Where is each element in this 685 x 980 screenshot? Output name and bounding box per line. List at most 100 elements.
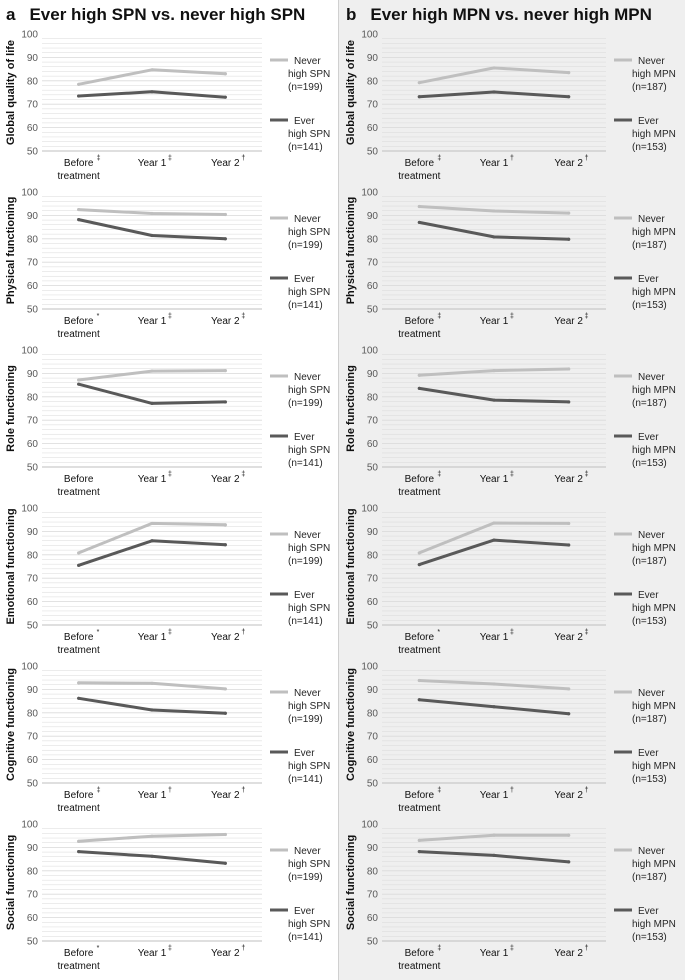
chart-b-5-ytick: 50 <box>367 779 379 790</box>
chart-a-1-xtick: Year 1 <box>138 158 167 169</box>
chart-b-1-point-never <box>567 71 571 75</box>
chart-b-3-ylabel: Role functioning <box>345 365 357 452</box>
chart-b-2-ylabel: Physical functioning <box>345 197 357 305</box>
chart-b-2-legend-label-ever: Ever <box>638 274 659 285</box>
chart-a-6-xtick: Year 2 <box>211 948 240 959</box>
chart-b-1-point-ever <box>492 90 496 94</box>
chart-b-3-point-ever <box>492 398 496 402</box>
chart-a-5-point-never <box>223 687 227 691</box>
chart-b-2-point-ever <box>492 235 496 239</box>
chart-a-5-ytick: 100 <box>21 662 38 673</box>
chart-a-4-point-never <box>77 551 81 555</box>
chart-a-1-xtick-treatment: treatment <box>58 171 100 182</box>
chart-a-3-legend-label-ever: (n=141) <box>288 458 323 469</box>
chart-b-1-ytick: 100 <box>361 30 378 41</box>
chart-a-2-xtick-before: Before <box>64 316 94 327</box>
chart-a-4-legend-label-ever: high SPN <box>288 603 330 614</box>
chart-a-1-point-never <box>77 82 81 86</box>
chart-b-4-point-ever <box>492 538 496 542</box>
chart-a-5-significance-marker: ‡ <box>97 787 101 794</box>
chart-b-2-ytick: 90 <box>367 211 379 222</box>
chart-b-6-point-never <box>492 833 496 837</box>
chart-b-5-ytick: 90 <box>367 685 379 696</box>
chart-b-1-significance-marker: ‡ <box>437 155 441 162</box>
chart-b-5-xtick: Year 2 <box>554 790 583 801</box>
chart-b-4-significance-marker: ‡ <box>510 629 514 636</box>
chart-b-5-point-never <box>567 687 571 691</box>
chart-b-2-xtick-before: Before <box>405 316 435 327</box>
chart-b-2-point-ever <box>567 237 571 241</box>
chart-b-2-legend-label-ever: high MPN <box>632 287 676 298</box>
chart-a-2-legend-label-never: (n=199) <box>288 240 323 251</box>
chart-a-6-ytick: 80 <box>27 866 39 877</box>
chart-b-3-xtick-before: Before <box>405 474 435 485</box>
chart-b-1-legend-label-ever: high MPN <box>632 129 676 140</box>
chart-b-2-legend-label-never: (n=187) <box>632 240 667 251</box>
chart-a-2-xtick-treatment: treatment <box>58 329 100 340</box>
chart-b-2-ytick: 100 <box>361 188 378 199</box>
chart-b-2-point-never <box>567 211 571 215</box>
chart-a-1-legend-label-ever: high SPN <box>288 129 330 140</box>
chart-b-6-legend-label-never: high MPN <box>632 859 676 870</box>
chart-a-5-ytick: 80 <box>27 708 39 719</box>
chart-a-2-point-ever <box>223 237 227 241</box>
chart-a-5-ytick: 50 <box>27 779 39 790</box>
chart-a-3-ytick: 80 <box>27 392 39 403</box>
chart-b-2-ytick: 70 <box>367 258 379 269</box>
chart-a-4-significance-marker: † <box>241 629 245 636</box>
chart-b-4-point-never <box>417 551 421 555</box>
chart-a-2-legend-label-never: Never <box>294 214 321 225</box>
chart-a-1-ytick: 90 <box>27 53 39 64</box>
chart-b-1-legend-label-never: Never <box>638 56 665 67</box>
chart-a-2-point-never <box>150 211 154 216</box>
chart-a-5-xtick-treatment: treatment <box>58 803 100 814</box>
chart-b-4-ytick: 60 <box>367 597 379 608</box>
panel-b-letter: b <box>346 5 357 24</box>
chart-b-6-legend-label-ever: Ever <box>638 906 659 917</box>
chart-b-4-line-never <box>417 521 571 555</box>
chart-b-5-legend-label-never: Never <box>638 688 665 699</box>
chart-b-4-legend-label-never: Never <box>638 530 665 541</box>
chart-a-3-legend-label-never: Never <box>294 372 321 383</box>
chart-b-2-legend-label-never: high MPN <box>632 227 676 238</box>
chart-b-1-ytick: 90 <box>367 53 379 64</box>
chart-b-3-ytick: 60 <box>367 439 379 450</box>
chart-a-4-significance-marker: ‡ <box>168 629 172 636</box>
chart-a-5-ytick: 70 <box>27 732 39 743</box>
chart-b-6-ytick: 80 <box>367 866 379 877</box>
chart-b-5-xtick-before: Before <box>405 790 435 801</box>
chart-a-1-xtick: Year 2 <box>211 158 240 169</box>
chart-b-2-xtick: Year 2 <box>554 316 583 327</box>
chart-a-1-significance-marker: ‡ <box>97 155 101 162</box>
chart-b-6-legend-label-ever: (n=153) <box>632 932 667 943</box>
chart-b-3-legend-label-ever: (n=153) <box>632 458 667 469</box>
chart-b-1-significance-marker: † <box>510 155 514 162</box>
chart-b-2-significance-marker: ‡ <box>510 313 514 320</box>
chart-a-3-point-never <box>223 368 227 373</box>
chart-a-3-ylabel: Role functioning <box>5 365 17 452</box>
chart-a-6-significance-marker: † <box>241 945 245 952</box>
chart-b-4-ytick: 50 <box>367 621 379 632</box>
chart-a-5-xtick-before: Before <box>64 790 94 801</box>
chart-a-6-point-ever <box>77 850 81 854</box>
chart-b-3-ytick: 90 <box>367 369 379 380</box>
chart-a-5-point-never <box>77 681 81 685</box>
chart-b-3-legend-label-never: high MPN <box>632 385 676 396</box>
chart-a-1-point-never <box>223 72 227 76</box>
chart-b-3-ytick: 70 <box>367 416 379 427</box>
chart-a-6-point-never <box>77 839 81 843</box>
chart-a-3-ytick: 50 <box>27 463 39 474</box>
chart-a-3-xtick: Year 2 <box>211 474 240 485</box>
chart-a-4-xtick: Year 1 <box>138 632 167 643</box>
chart-a-1-legend-label-never: (n=199) <box>288 82 323 93</box>
chart-b-5-ytick: 70 <box>367 732 379 743</box>
chart-a-2-ytick: 100 <box>21 188 38 199</box>
chart-a-5-legend-label-ever: high SPN <box>288 761 330 772</box>
chart-a-1-ytick: 70 <box>27 100 39 111</box>
chart-b-6-point-never <box>567 833 571 837</box>
chart-a-6-point-never <box>223 832 227 837</box>
chart-b-5-point-ever <box>567 712 571 716</box>
chart-b-4-legend-label-never: (n=187) <box>632 556 667 567</box>
chart-a-4-point-never <box>223 523 227 527</box>
